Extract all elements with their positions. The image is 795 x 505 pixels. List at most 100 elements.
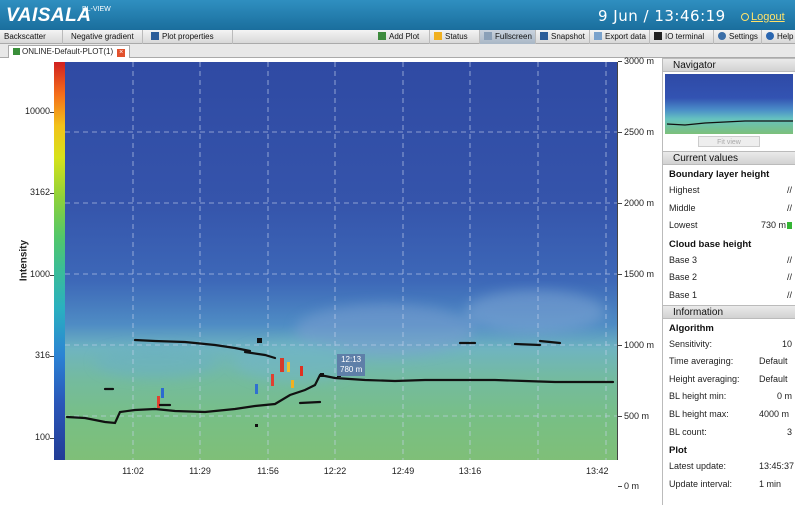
toolbar: Backscatter Negative gradient Plot prope…	[0, 30, 795, 44]
snapshot-button[interactable]: Snapshot	[536, 30, 590, 44]
update-interval-row: Update interval: 1 min	[663, 476, 795, 494]
base3-label: Base 3	[669, 254, 698, 265]
plot-properties-label: Plot properties	[162, 32, 214, 41]
time-averaging-value: Default	[759, 356, 788, 367]
logout-link[interactable]: Logout	[741, 11, 785, 23]
fullscreen-button[interactable]: Fullscreen	[480, 30, 536, 44]
add-plot-label: Add Plot	[389, 32, 420, 41]
signal-speckles	[157, 358, 303, 408]
plot-grid	[65, 62, 617, 460]
io-terminal-button[interactable]: IO terminal	[650, 30, 714, 44]
algorithm-group-title: Algorithm	[669, 322, 714, 334]
blh-group-title: Boundary layer height	[669, 169, 770, 180]
intensity-tick-mark	[50, 193, 54, 194]
fit-view-button[interactable]: Fit view	[698, 136, 760, 147]
highest-value: //	[786, 185, 792, 195]
information-header[interactable]: Information	[663, 304, 795, 319]
cursor-marker: 12:13 780 m	[337, 354, 366, 376]
time-tick: 12:49	[391, 466, 415, 476]
bl-min-value: 0 m	[776, 391, 792, 402]
negative-gradient-tab[interactable]: Negative gradient	[63, 30, 143, 44]
backscatter-tab[interactable]: Backscatter	[0, 30, 63, 44]
intensity-tick-mark	[50, 112, 54, 113]
cbh-group-title: Cloud base height	[669, 238, 752, 250]
cursor-time: 12:13	[341, 355, 362, 364]
height-averaging-row: Height averaging: Default	[663, 371, 795, 389]
fullscreen-label: Fullscreen	[495, 32, 532, 41]
intensity-tick-mark	[50, 356, 54, 357]
power-icon	[741, 13, 749, 21]
lowest-color-swatch	[787, 222, 792, 230]
time-tick: 11:56	[257, 466, 279, 476]
bl-min-row: BL height min: 0 m	[663, 388, 795, 406]
height-averaging-label: Height averaging:	[669, 373, 740, 384]
export-data-label: Export data	[605, 32, 646, 41]
datetime-display: 9 Jun / 13:46:19	[598, 7, 726, 25]
cloud-trace	[298, 400, 322, 405]
negative-gradient-label: Negative gradient	[71, 32, 134, 41]
add-plot-icon	[378, 32, 386, 40]
lowest-value: 730 m	[760, 220, 786, 231]
plot-properties-button[interactable]: Plot properties	[143, 30, 233, 44]
product-name: BL-VIEW	[82, 6, 111, 13]
help-button[interactable]: Help	[762, 30, 795, 44]
time-tick: 11:02	[122, 466, 144, 476]
status-icon	[434, 32, 442, 40]
height-tick: 500 m	[618, 411, 649, 421]
boundary-layer-traces	[65, 338, 615, 425]
intensity-tick: 10000	[24, 106, 50, 116]
current-values-header[interactable]: Current values	[663, 151, 795, 165]
terminal-icon	[654, 32, 662, 40]
height-averaging-value: Default	[759, 373, 788, 384]
logout-label: Logout	[751, 11, 785, 23]
close-tab-icon[interactable]: ×	[117, 49, 126, 57]
intensity-tick-mark	[50, 275, 54, 276]
base2-value: //	[786, 272, 792, 283]
middle-label: Middle	[669, 202, 696, 213]
snapshot-label: Snapshot	[551, 32, 585, 41]
help-icon	[766, 32, 774, 40]
gear-icon	[718, 32, 726, 40]
base3-value: //	[786, 254, 792, 265]
base1-label: Base 1	[669, 289, 698, 300]
status-button[interactable]: Status	[430, 30, 480, 44]
sensitivity-value: 10	[781, 338, 792, 349]
middle-bl-trace	[243, 350, 277, 360]
navigator-trace	[666, 120, 793, 126]
intensity-tick: 100	[34, 432, 50, 442]
lowest-label: Lowest	[669, 220, 698, 231]
navigator-header[interactable]: Navigator	[663, 58, 795, 72]
intensity-axis-label: Intensity	[18, 239, 30, 282]
time-averaging-row: Time averaging: Default	[663, 353, 795, 371]
sensitivity-label: Sensitivity:	[669, 338, 713, 349]
settings-button[interactable]: Settings	[714, 30, 762, 44]
add-plot-button[interactable]: Add Plot	[374, 30, 430, 44]
bl-min-label: BL height min:	[669, 391, 727, 402]
middle-value: //	[786, 202, 792, 213]
navigator-preview[interactable]	[665, 74, 793, 134]
cursor-height: 780 m	[340, 365, 363, 374]
time-tick: 11:29	[189, 466, 211, 476]
base2-label: Base 2	[669, 272, 698, 283]
height-tick: 1000 m	[618, 340, 654, 350]
cloud-trace	[513, 342, 542, 347]
plot-properties-icon	[151, 32, 159, 40]
time-tick: 13:16	[458, 466, 482, 476]
lowest-row: Lowest 730 m	[663, 217, 795, 235]
export-data-button[interactable]: Export data	[590, 30, 650, 44]
side-panel: Navigator Fit view Current values Bounda…	[662, 58, 795, 505]
height-tick: 1500 m	[618, 269, 654, 279]
cloud-trace	[538, 339, 562, 345]
intensity-tick-mark	[50, 438, 54, 439]
backscatter-plot[interactable]: 12:13 780 m	[65, 62, 617, 460]
backscatter-label: Backscatter	[4, 32, 46, 41]
latest-update-value: 13:45:37	[759, 461, 795, 472]
highest-row: Highest //	[663, 182, 795, 200]
bl-count-value: 3	[786, 426, 792, 437]
tab-label: ONLINE-Default-PLOT(1)	[22, 47, 114, 56]
plot-group-title: Plot	[669, 445, 687, 457]
sensitivity-row: Sensitivity: 10	[663, 336, 795, 354]
intensity-tick: 1000	[29, 269, 50, 279]
status-label: Status	[445, 32, 468, 41]
tab-online-default-plot[interactable]: ONLINE-Default-PLOT(1) ×	[8, 45, 131, 58]
